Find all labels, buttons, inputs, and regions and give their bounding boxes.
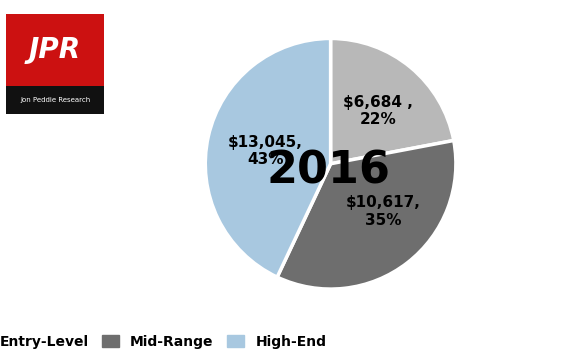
Text: $10,617,
35%: $10,617, 35% — [346, 195, 420, 227]
Text: $6,684 ,
22%: $6,684 , 22% — [343, 95, 413, 127]
FancyBboxPatch shape — [6, 14, 104, 86]
Legend: Entry-Level, Mid-Range, High-End: Entry-Level, Mid-Range, High-End — [0, 329, 332, 354]
Text: JPR: JPR — [29, 36, 81, 64]
Text: $13,045,
43%: $13,045, 43% — [228, 135, 303, 167]
Wedge shape — [331, 38, 454, 164]
Wedge shape — [205, 38, 331, 277]
Text: 2016: 2016 — [266, 150, 390, 193]
Text: Jon Peddie Research: Jon Peddie Research — [20, 97, 90, 103]
FancyBboxPatch shape — [6, 86, 104, 114]
Wedge shape — [277, 141, 456, 289]
